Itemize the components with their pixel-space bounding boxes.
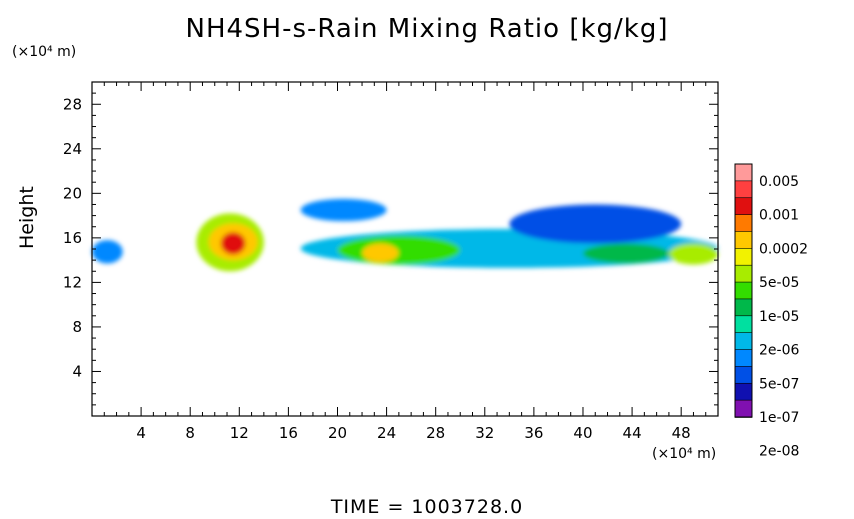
- colorbar-swatch: [734, 315, 753, 334]
- y-tick-label: 8: [72, 318, 82, 336]
- field-region: [668, 243, 718, 265]
- x-tick-label: 8: [185, 424, 195, 442]
- colorbar-swatch: [734, 349, 753, 368]
- x-tick-label: 48: [672, 424, 691, 442]
- field-region: [220, 232, 246, 255]
- y-tick-label: 24: [63, 140, 82, 158]
- colorbar-swatch: [734, 332, 753, 351]
- colorbar-swatch: [734, 248, 753, 266]
- x-tick-label: 32: [475, 424, 494, 442]
- colorbar-label: 2e-08: [759, 444, 799, 460]
- x-tick-label: 4: [136, 424, 146, 442]
- x-tick-label: 28: [426, 424, 445, 442]
- field-region: [582, 243, 669, 264]
- colorbar-swatch: [734, 264, 753, 283]
- y-tick-label: 4: [72, 362, 82, 380]
- field-region: [362, 243, 399, 263]
- time-footer: TIME = 1003728.0: [330, 496, 524, 518]
- y-tick-label: 20: [63, 184, 82, 202]
- colorbar-label: 2e-06: [759, 343, 799, 359]
- colorbar-swatch: [734, 231, 753, 250]
- x-tick-label: 20: [328, 424, 347, 442]
- x-axis-unit: (×10⁴ m): [652, 446, 717, 462]
- colorbar-label: 0.005: [759, 174, 799, 190]
- colorbar-swatch: [734, 399, 753, 418]
- colorbar-label: 1e-07: [759, 410, 799, 426]
- colorbar-label: 0.0002: [759, 241, 808, 257]
- colorbar-swatch: [734, 298, 753, 317]
- y-tick-label: 16: [63, 229, 82, 247]
- x-tick-label: 36: [524, 424, 543, 442]
- field-region: [92, 240, 123, 264]
- colorbar-swatch: [734, 214, 753, 233]
- field-region: [509, 204, 682, 244]
- colorbar-swatch: [734, 180, 753, 199]
- chart-title: NH4SH-s-Rain Mixing Ratio [kg/kg]: [185, 14, 669, 44]
- mixing-ratio-field: [92, 198, 718, 272]
- colorbar-frame: [734, 163, 753, 418]
- x-tick-label: 44: [623, 424, 642, 442]
- colorbar-swatch: [734, 382, 753, 401]
- y-axis-unit: (×10⁴ m): [12, 44, 77, 60]
- x-tick-label: 40: [573, 424, 592, 442]
- colorbar-label: 5e-07: [759, 376, 799, 392]
- x-tick-label: 12: [230, 424, 249, 442]
- colorbar-label: 5e-05: [759, 275, 799, 291]
- colorbar-swatch: [734, 163, 753, 182]
- x-tick-label: 16: [279, 424, 298, 442]
- field-region: [337, 235, 461, 265]
- y-tick-label: 12: [63, 273, 82, 291]
- colorbar-label: 1e-05: [759, 309, 799, 325]
- colorbar: 0.005 0.001 0.0002 5e-05 1e-05 2e-06 5e-07 1e-0…: [734, 163, 808, 460]
- y-tick-label: 28: [63, 95, 82, 113]
- colorbar-swatch: [734, 197, 753, 216]
- field-region: [300, 198, 387, 222]
- colorbar-swatch: [734, 281, 753, 300]
- x-tick-label: 24: [377, 424, 396, 442]
- colorbar-swatch: [734, 366, 753, 385]
- colorbar-label: 0.001: [759, 208, 799, 224]
